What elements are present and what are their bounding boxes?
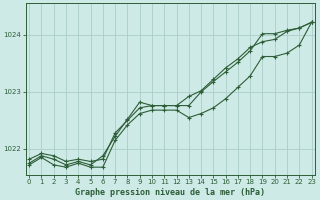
X-axis label: Graphe pression niveau de la mer (hPa): Graphe pression niveau de la mer (hPa) — [76, 188, 265, 197]
